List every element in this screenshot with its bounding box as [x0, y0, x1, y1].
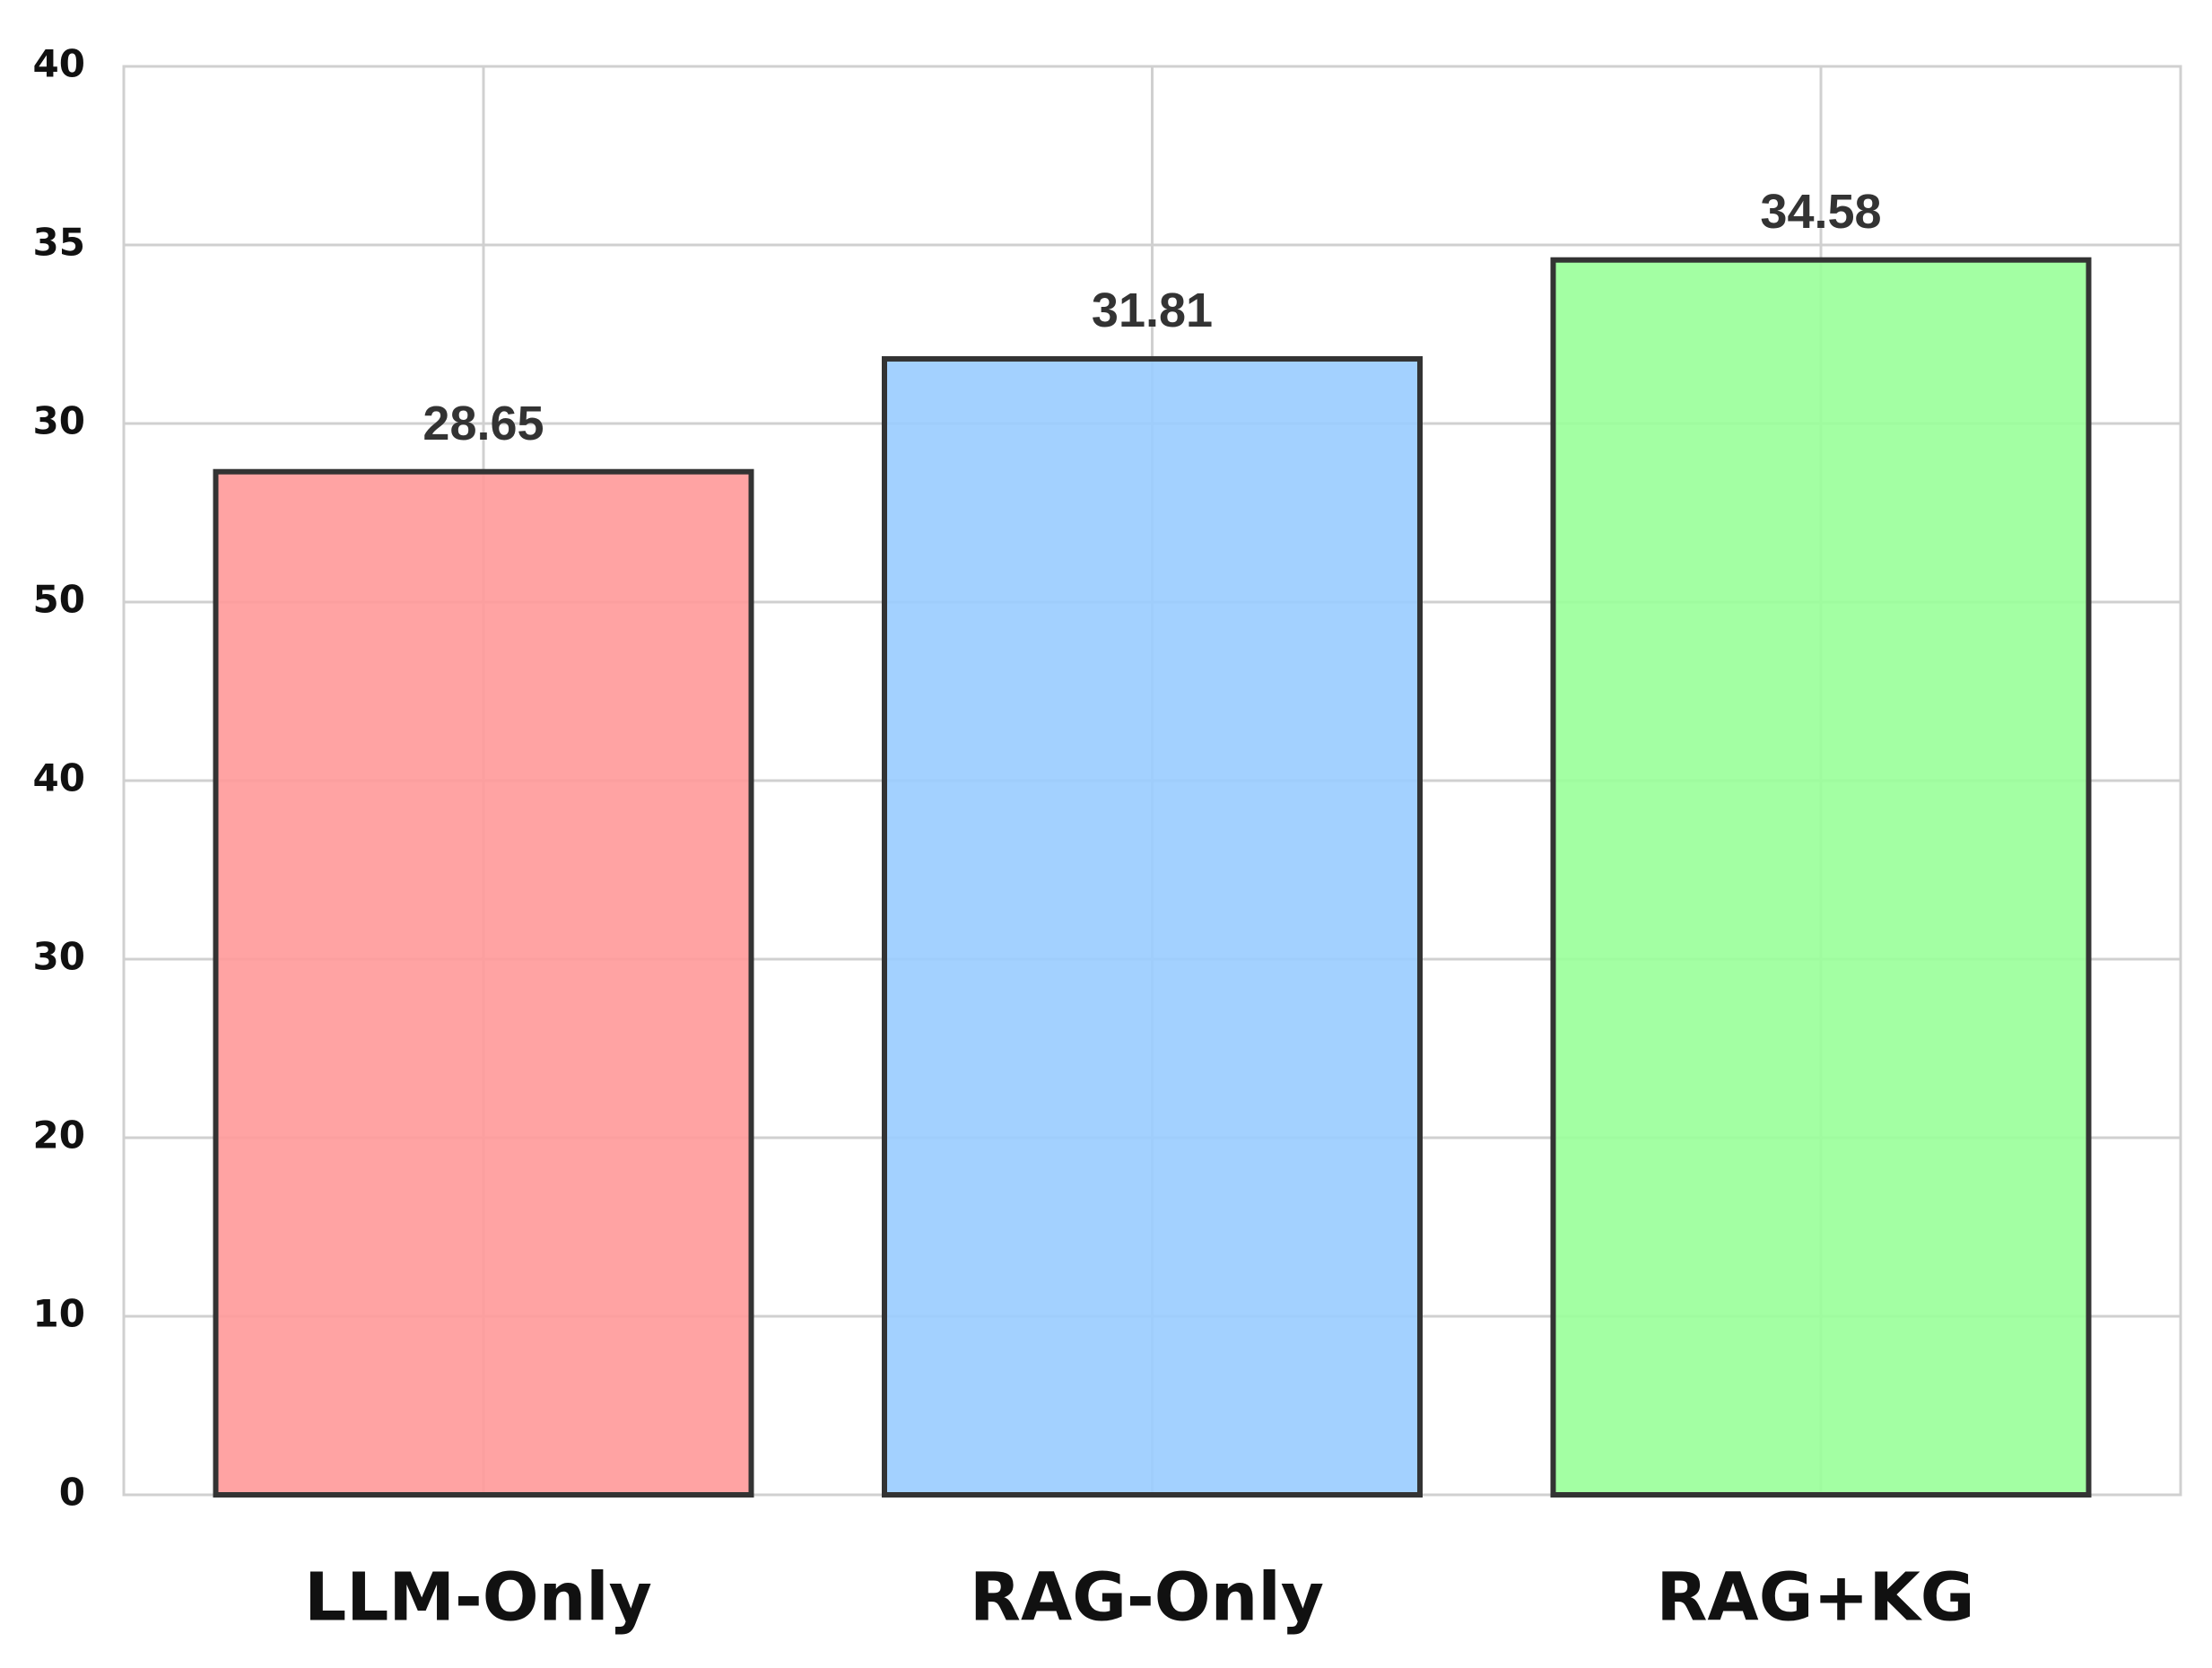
x-tick-label: RAG-Only [970, 1559, 1324, 1637]
y-tick-label: 30 [33, 399, 85, 443]
bar [1550, 257, 2092, 1498]
y-tick-label: 50 [33, 578, 85, 622]
y-tick-label: 30 [33, 935, 85, 979]
x-tick-label: LLM-Only [304, 1559, 652, 1637]
y-tick-label: 35 [33, 221, 85, 265]
y-tick-label: 10 [33, 1292, 85, 1336]
bar [213, 468, 754, 1498]
y-tick-label: 0 [59, 1471, 85, 1515]
value-label: 34.58 [1760, 185, 1881, 239]
y-tick-label: 40 [33, 42, 85, 86]
value-label: 28.65 [422, 397, 544, 450]
bar [882, 355, 1423, 1498]
y-tick-label: 40 [33, 756, 85, 800]
value-label: 31.81 [1092, 284, 1213, 337]
y-tick-label: 20 [33, 1113, 85, 1157]
x-tick-label: RAG+KG [1656, 1559, 1974, 1637]
